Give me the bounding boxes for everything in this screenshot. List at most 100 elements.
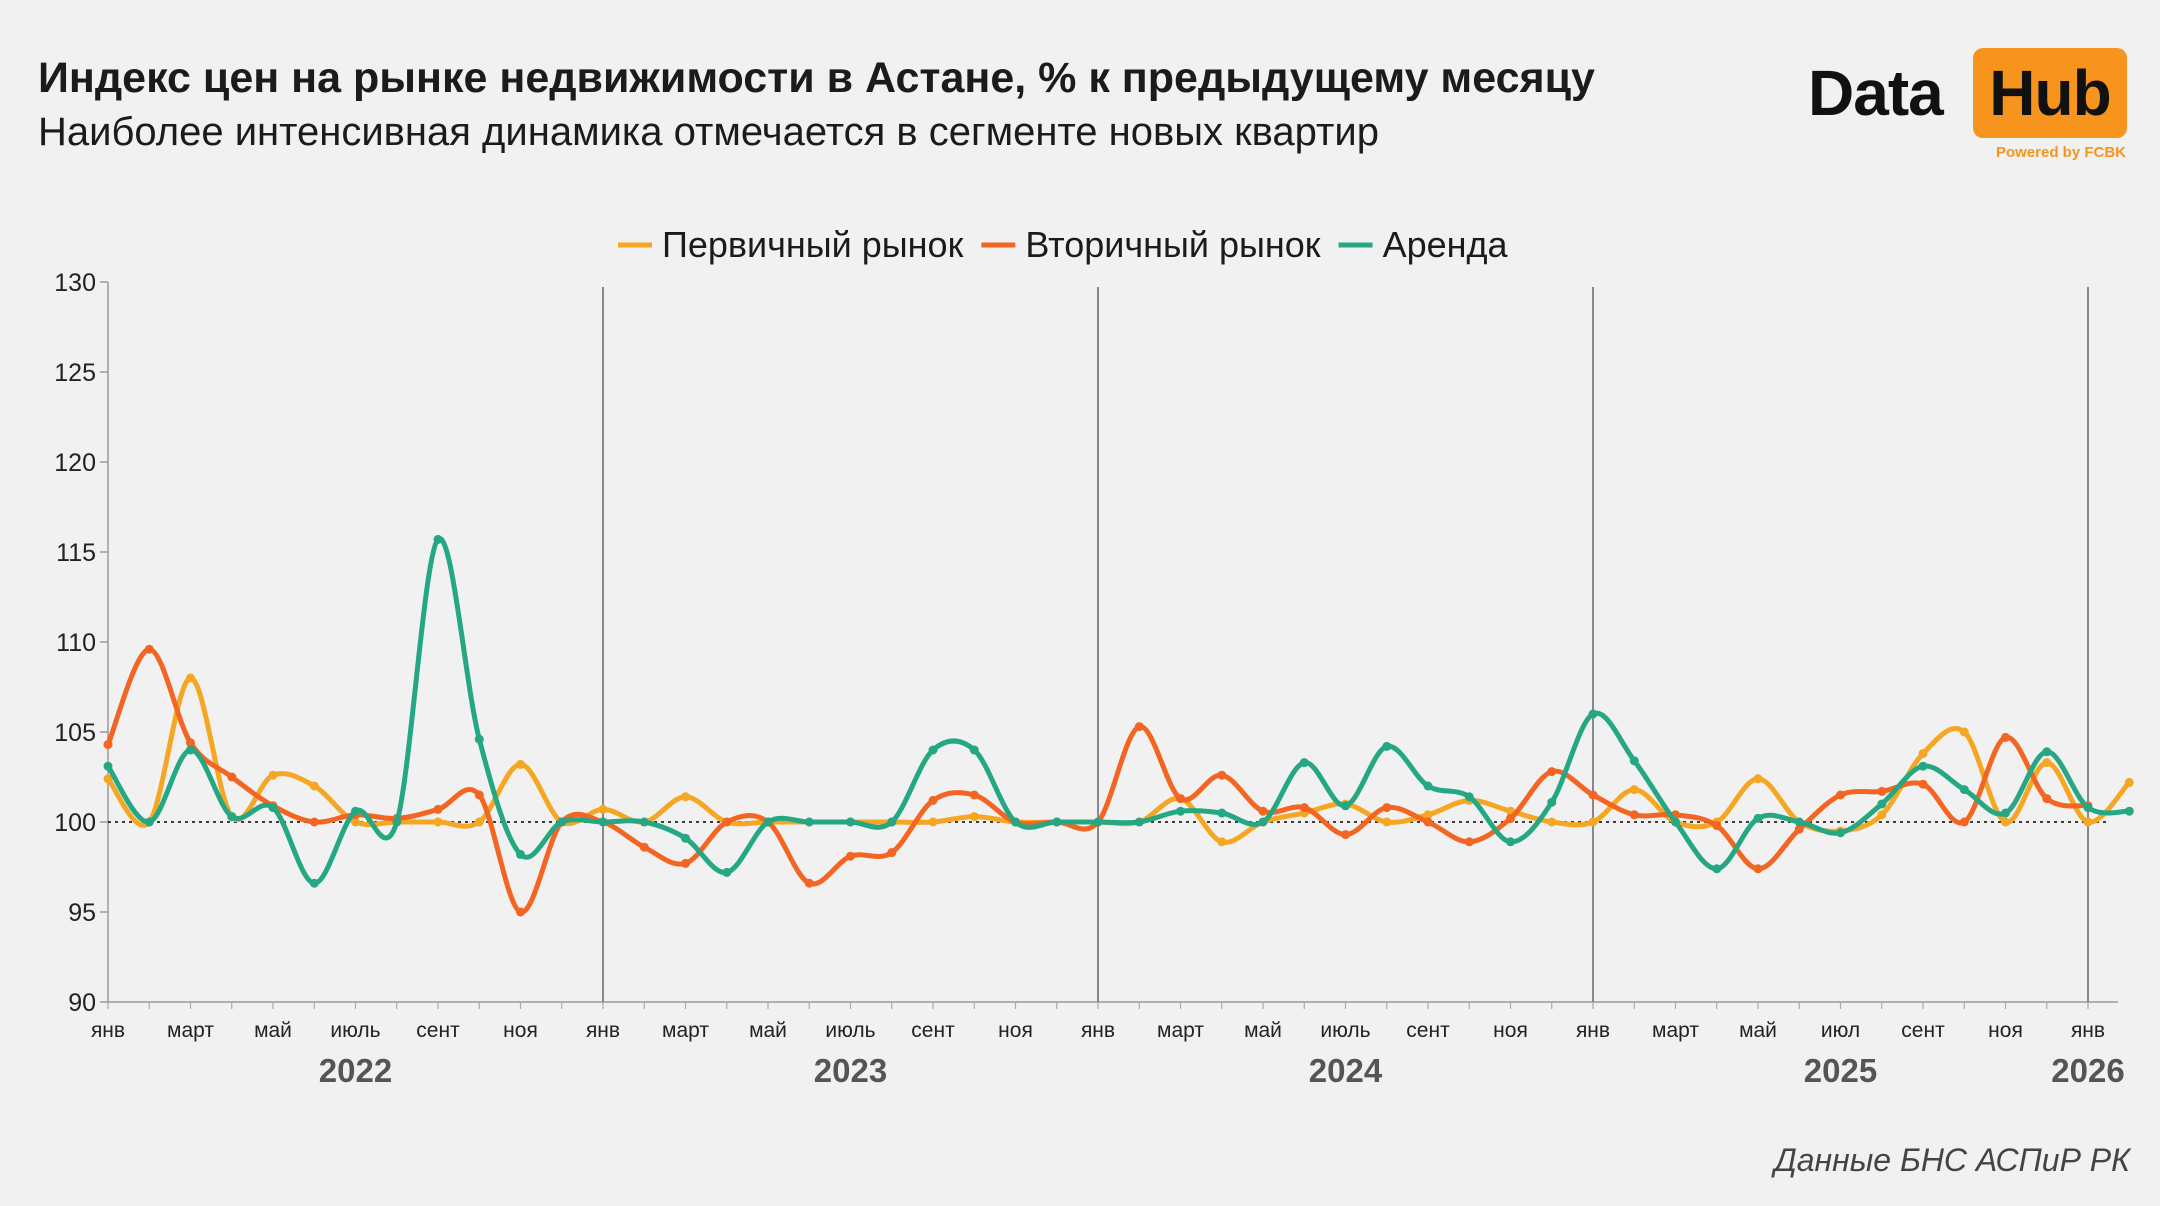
- data-point: [639, 842, 649, 852]
- logo-hub-text: Hub: [1989, 57, 2111, 129]
- x-tick-label: сент: [911, 1019, 955, 1042]
- data-point: [1464, 837, 1474, 847]
- data-point: [722, 817, 732, 827]
- data-point: [186, 738, 195, 748]
- data-point: [1382, 803, 1392, 813]
- data-point: [351, 817, 360, 827]
- x-tick-label: март: [167, 1019, 214, 1042]
- chart-series: [103, 534, 2134, 917]
- chart-legend: Первичный рынок Вторичный рынок Аренда: [618, 224, 1509, 265]
- data-point: [1794, 817, 1804, 827]
- data-point: [1258, 817, 1268, 827]
- y-tick-label: 100: [54, 809, 96, 837]
- data-point: [2042, 747, 2052, 757]
- data-point: [557, 817, 567, 827]
- data-point: [474, 790, 484, 800]
- year-label: 2022: [319, 1052, 392, 1089]
- data-point: [1506, 837, 1515, 847]
- year-label: 2025: [1804, 1052, 1877, 1089]
- data-point: [1176, 806, 1185, 816]
- data-point: [474, 817, 484, 827]
- data-point: [928, 795, 938, 805]
- data-point: [2124, 806, 2134, 816]
- data-point: [1547, 817, 1557, 827]
- chart-subtitle: Наиболее интенсивная динамика отмечается…: [38, 110, 1379, 154]
- legend-item: Аренда: [1338, 224, 1509, 265]
- data-point: [1588, 709, 1598, 719]
- data-point: [103, 761, 113, 771]
- data-point: [433, 804, 443, 814]
- data-point: [144, 817, 154, 827]
- data-source: Данные БНС АСПиР РК: [1774, 1142, 2130, 1178]
- data-point: [1712, 864, 1722, 874]
- x-tick-label: июл: [1821, 1019, 1860, 1042]
- y-tick-label: 130: [54, 269, 96, 297]
- data-point: [1918, 749, 1928, 759]
- data-point: [1753, 813, 1763, 823]
- data-point: [268, 803, 278, 813]
- data-point: [2042, 794, 2052, 804]
- data-point: [1134, 817, 1144, 827]
- data-point: [1423, 781, 1433, 791]
- legend-label: Аренда: [1383, 224, 1509, 265]
- data-point: [309, 817, 319, 827]
- data-point: [433, 534, 443, 544]
- data-point: [309, 878, 319, 888]
- x-tick-label: июль: [330, 1019, 380, 1042]
- data-point: [1629, 810, 1639, 820]
- data-point: [1629, 756, 1639, 766]
- legend-item: Первичный рынок: [618, 224, 964, 265]
- data-point: [681, 858, 690, 868]
- data-point: [1877, 810, 1887, 820]
- data-point: [1959, 727, 1969, 737]
- data-point: [598, 817, 608, 827]
- data-point: [2124, 777, 2134, 787]
- data-point: [392, 817, 402, 827]
- data-point: [516, 849, 525, 859]
- data-point: [2042, 758, 2052, 768]
- data-point: [144, 644, 154, 654]
- data-point: [1547, 767, 1557, 777]
- y-tick-label: 90: [68, 989, 96, 1017]
- data-point: [1423, 817, 1433, 827]
- x-tick-label: июль: [825, 1019, 875, 1042]
- data-point: [433, 817, 443, 827]
- year-dividers: [602, 287, 2089, 1002]
- data-point: [1836, 790, 1845, 800]
- data-point: [598, 804, 608, 814]
- data-point: [846, 851, 855, 861]
- data-point: [1382, 817, 1392, 827]
- x-tick-label: янв: [1081, 1019, 1115, 1042]
- data-point: [1753, 774, 1763, 784]
- series-line: [105, 536, 2132, 886]
- data-point: [1217, 770, 1227, 780]
- data-point: [887, 848, 897, 858]
- data-point: [268, 770, 278, 780]
- data-point: [681, 833, 690, 843]
- data-point: [351, 806, 360, 816]
- x-tick-label: май: [254, 1019, 292, 1042]
- x-tick-label: сент: [416, 1019, 460, 1042]
- y-tick-label: 115: [56, 539, 96, 567]
- data-point: [227, 812, 237, 822]
- data-point: [969, 812, 979, 822]
- data-point: [474, 734, 484, 744]
- y-tick-label: 110: [56, 629, 96, 657]
- data-point: [516, 759, 525, 769]
- chart-axes: 90 95 100 105 110 115 120 125 130 янв март май июль с…: [54, 269, 2124, 1089]
- logo-data-text: Data: [1808, 57, 1944, 129]
- x-tick-label: июль: [1320, 1019, 1370, 1042]
- data-point: [1052, 817, 1062, 827]
- legend-label: Вторичный рынок: [1025, 224, 1320, 265]
- data-point: [2001, 817, 2010, 827]
- data-point: [1671, 817, 1680, 827]
- data-point: [1093, 817, 1103, 827]
- data-point: [1588, 790, 1598, 800]
- data-point: [1341, 830, 1350, 840]
- data-point: [1258, 806, 1268, 816]
- legend-item: Вторичный рынок: [981, 224, 1321, 265]
- data-point: [227, 772, 237, 782]
- data-point: [1217, 808, 1227, 818]
- data-point: [1217, 837, 1227, 847]
